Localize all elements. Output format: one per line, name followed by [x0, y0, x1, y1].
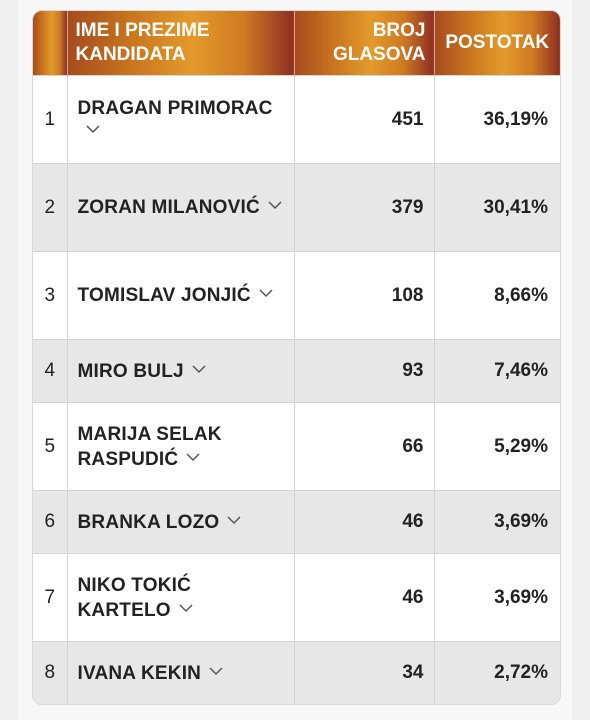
table-row: 6 BRANKA LOZO 46 3,69%: [33, 490, 560, 554]
percent-cell: 3,69%: [434, 490, 560, 554]
chevron-down-icon[interactable]: [179, 604, 193, 613]
candidate-cell[interactable]: MARIJA SELAK RASPUDIĆ: [67, 402, 295, 491]
votes-cell: 46: [294, 553, 435, 642]
chevron-down-icon[interactable]: [268, 201, 282, 210]
row-number: 1: [33, 75, 68, 164]
candidate-cell[interactable]: ZORAN MILANOVIĆ: [67, 163, 295, 252]
votes-cell: 34: [294, 641, 435, 704]
results-card: IME I PREZIME KANDIDATA BROJ GLASOVA POS…: [18, 0, 572, 720]
row-number: 5: [33, 402, 68, 491]
candidate-cell[interactable]: IVANA KEKIN: [67, 641, 295, 704]
row-number: 8: [33, 641, 68, 704]
votes-cell: 66: [294, 402, 435, 491]
candidate-name: NIKO TOKIĆ KARTELO: [77, 574, 192, 621]
votes-cell: 108: [294, 251, 435, 340]
results-table-container: IME I PREZIME KANDIDATA BROJ GLASOVA POS…: [32, 10, 561, 705]
candidate-name: MARIJA SELAK RASPUDIĆ: [77, 423, 222, 470]
table-row: 3 TOMISLAV JONJIĆ 108 8,66%: [33, 251, 560, 340]
table-body: 1 DRAGAN PRIMORAC 451 36,19% 2 ZORAN MIL…: [33, 75, 560, 704]
candidate-name: IVANA KEKIN: [77, 662, 202, 684]
table-row: 7 NIKO TOKIĆ KARTELO 46 3,69%: [33, 553, 560, 642]
percent-cell: 7,46%: [434, 339, 560, 403]
candidate-cell[interactable]: MIRO BULJ: [67, 339, 295, 403]
chevron-down-icon[interactable]: [186, 453, 200, 462]
chevron-down-icon[interactable]: [209, 667, 223, 676]
votes-cell: 379: [294, 163, 435, 252]
candidate-name: BRANKA LOZO: [77, 511, 220, 533]
candidate-name: DRAGAN PRIMORAC: [77, 98, 273, 119]
percent-cell: 8,66%: [434, 251, 560, 340]
table-row: 1 DRAGAN PRIMORAC 451 36,19%: [33, 75, 560, 164]
candidate-cell[interactable]: TOMISLAV JONJIĆ: [67, 251, 295, 340]
percent-cell: 3,69%: [434, 553, 560, 642]
candidate-cell[interactable]: NIKO TOKIĆ KARTELO: [67, 553, 295, 642]
table-row: 4 MIRO BULJ 93 7,46%: [33, 339, 560, 403]
candidate-name: ZORAN MILANOVIĆ: [77, 197, 260, 218]
table-row: 2 ZORAN MILANOVIĆ 379 30,41%: [33, 163, 560, 252]
percent-cell: 36,19%: [434, 75, 560, 164]
candidate-cell[interactable]: DRAGAN PRIMORAC: [67, 75, 295, 164]
table-header: IME I PREZIME KANDIDATA BROJ GLASOVA POS…: [33, 11, 560, 76]
votes-cell: 451: [294, 75, 435, 164]
header-name: IME I PREZIME KANDIDATA: [67, 11, 295, 76]
header-percent: POSTOTAK: [434, 11, 560, 76]
candidate-name: MIRO BULJ: [77, 360, 184, 382]
row-number: 3: [33, 251, 68, 340]
chevron-down-icon[interactable]: [85, 125, 100, 134]
row-number: 2: [33, 163, 68, 252]
votes-cell: 46: [294, 490, 435, 554]
header-number: [33, 11, 68, 76]
header-votes: BROJ GLASOVA: [294, 11, 435, 76]
row-number: 4: [33, 339, 68, 403]
chevron-down-icon[interactable]: [227, 516, 241, 525]
percent-cell: 2,72%: [434, 641, 560, 704]
candidate-name: TOMISLAV JONJIĆ: [77, 285, 251, 306]
header-row: IME I PREZIME KANDIDATA BROJ GLASOVA POS…: [33, 11, 560, 76]
row-number: 6: [33, 490, 68, 554]
table-row: 8 IVANA KEKIN 34 2,72%: [33, 641, 560, 704]
percent-cell: 5,29%: [434, 402, 560, 491]
election-results-table: IME I PREZIME KANDIDATA BROJ GLASOVA POS…: [33, 11, 560, 704]
candidate-cell[interactable]: BRANKA LOZO: [67, 490, 295, 554]
row-number: 7: [33, 553, 68, 642]
votes-cell: 93: [294, 339, 435, 403]
table-row: 5 MARIJA SELAK RASPUDIĆ 66 5,29%: [33, 402, 560, 491]
percent-cell: 30,41%: [434, 163, 560, 252]
chevron-down-icon[interactable]: [192, 365, 206, 374]
chevron-down-icon[interactable]: [259, 289, 273, 298]
